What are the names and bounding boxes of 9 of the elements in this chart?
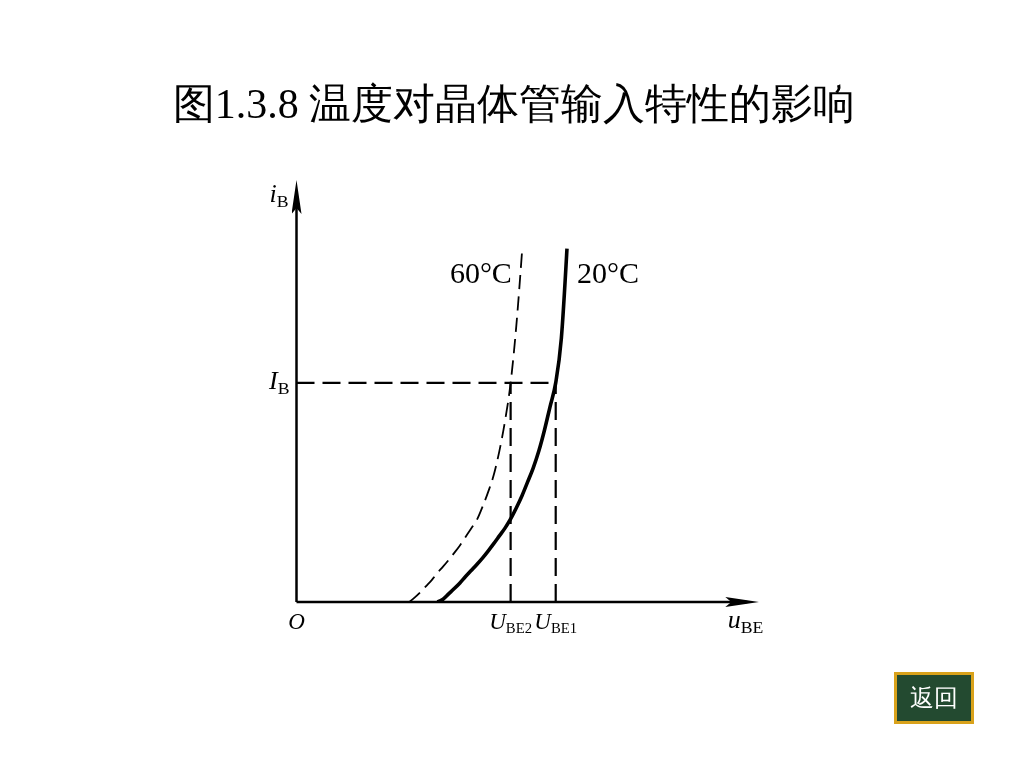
x-tick-label: O — [288, 609, 306, 634]
chart-title: 图1.3.8 温度对晶体管输入特性的影响 — [171, 80, 857, 129]
ref-line-label: I$_{B}$ — [268, 365, 290, 398]
x-tick-label: U$_{BE2}$ — [489, 609, 533, 637]
series-label: 60°C — [449, 255, 512, 289]
x-axis-title: u$_{BE}$ — [727, 605, 764, 638]
y-axis-title: i$_{B}$ — [269, 179, 289, 212]
series-label: 20°C — [576, 255, 639, 289]
x-tick-label: U$_{BE1}$ — [534, 609, 578, 637]
